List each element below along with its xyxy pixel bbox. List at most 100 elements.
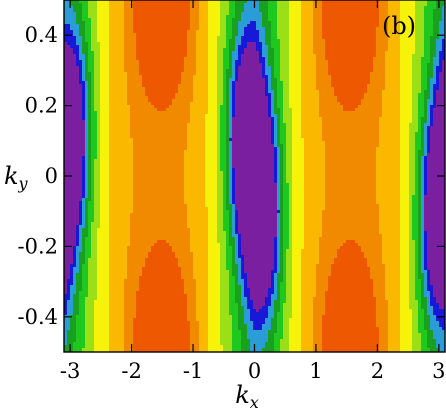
heatmap-cell xyxy=(355,63,359,67)
heatmap-cell xyxy=(298,81,302,85)
heatmap-cell xyxy=(397,102,401,106)
heatmap-cell xyxy=(133,48,137,52)
heatmap-cell xyxy=(157,102,161,106)
heatmap-cell xyxy=(370,54,374,58)
heatmap-cell xyxy=(91,66,95,70)
heatmap-cell xyxy=(238,12,242,16)
heatmap-cell xyxy=(82,15,86,19)
heatmap-cell xyxy=(358,9,362,13)
heatmap-cell xyxy=(97,81,101,85)
heatmap-cell xyxy=(379,27,383,31)
heatmap-cell xyxy=(400,21,404,25)
heatmap-cell xyxy=(289,81,293,85)
heatmap-cell xyxy=(226,39,230,43)
heatmap-cell xyxy=(403,45,407,49)
heatmap-cell xyxy=(118,21,122,25)
heatmap-cell xyxy=(151,93,155,97)
heatmap-cell xyxy=(100,99,104,103)
heatmap-cell xyxy=(133,42,137,46)
heatmap-cell xyxy=(409,33,413,37)
heatmap-cell xyxy=(88,66,92,70)
heatmap-cell xyxy=(88,18,92,22)
heatmap-cell xyxy=(85,69,89,73)
heatmap-cell xyxy=(181,66,185,70)
heatmap-cell xyxy=(256,108,260,112)
heatmap-cell xyxy=(256,66,260,70)
heatmap-cell xyxy=(406,39,410,43)
heatmap-cell xyxy=(118,90,122,94)
heatmap-cell xyxy=(82,72,86,76)
heatmap-cell xyxy=(415,21,419,25)
heatmap-cell xyxy=(94,36,98,40)
heatmap-cell xyxy=(343,90,347,94)
heatmap-cell xyxy=(439,18,443,22)
heatmap-cell xyxy=(358,48,362,52)
heatmap-cell xyxy=(154,18,158,22)
heatmap-cell xyxy=(376,51,380,55)
heatmap-cell xyxy=(202,60,206,64)
heatmap-cell xyxy=(433,54,437,58)
heatmap-cell xyxy=(199,87,203,91)
heatmap-cell xyxy=(370,78,374,82)
heatmap-cell xyxy=(292,30,296,34)
heatmap-cell xyxy=(208,15,212,19)
heatmap-cell xyxy=(289,93,293,97)
heatmap-cell xyxy=(106,45,110,49)
heatmap-cell xyxy=(181,6,185,10)
heatmap-cell xyxy=(73,27,77,31)
heatmap-cell xyxy=(94,3,98,7)
heatmap-cell xyxy=(118,33,122,37)
heatmap-cell xyxy=(343,45,347,49)
heatmap-cell xyxy=(430,87,434,91)
heatmap-cell xyxy=(331,93,335,97)
heatmap-cell xyxy=(94,33,98,37)
heatmap-cell xyxy=(337,45,341,49)
heatmap-cell xyxy=(409,87,413,91)
heatmap-cell xyxy=(295,75,299,79)
heatmap-cell xyxy=(130,84,134,88)
heatmap-cell xyxy=(73,15,77,19)
heatmap-cell xyxy=(190,111,194,115)
heatmap-cell xyxy=(343,27,347,31)
heatmap-cell xyxy=(217,66,221,70)
heatmap-cell xyxy=(181,96,185,100)
heatmap-cell xyxy=(406,108,410,112)
heatmap-cell xyxy=(124,48,128,52)
heatmap-cell xyxy=(121,87,125,91)
heatmap-cell xyxy=(268,75,272,79)
heatmap-cell xyxy=(406,18,410,22)
heatmap-cell xyxy=(64,9,68,13)
heatmap-cell xyxy=(394,24,398,28)
heatmap-cell xyxy=(181,81,185,85)
heatmap-cell xyxy=(385,33,389,37)
heatmap-cell xyxy=(133,63,137,67)
heatmap-cell xyxy=(223,51,227,55)
heatmap-cell xyxy=(355,72,359,76)
heatmap-cell xyxy=(325,24,329,28)
heatmap-cell xyxy=(292,66,296,70)
heatmap-cell xyxy=(427,105,431,109)
heatmap-cell xyxy=(187,96,191,100)
heatmap-cell xyxy=(151,117,155,121)
heatmap-cell xyxy=(412,9,416,13)
heatmap-cell xyxy=(163,105,167,109)
heatmap-cell xyxy=(163,81,167,85)
heatmap-cell xyxy=(334,36,338,40)
heatmap-cell xyxy=(151,57,155,61)
heatmap-cell xyxy=(91,36,95,40)
heatmap-cell xyxy=(106,9,110,13)
heatmap-cell xyxy=(187,45,191,49)
heatmap-cell xyxy=(160,21,164,25)
heatmap-cell xyxy=(433,30,437,34)
heatmap-cell xyxy=(193,24,197,28)
heatmap-cell xyxy=(313,84,317,88)
heatmap-cell xyxy=(223,54,227,58)
heatmap-cell xyxy=(322,87,326,91)
heatmap-cell xyxy=(79,75,83,79)
heatmap-cell xyxy=(313,66,317,70)
heatmap-cell xyxy=(421,87,425,91)
heatmap-cell xyxy=(100,93,104,97)
heatmap-cell xyxy=(310,60,314,64)
heatmap-cell xyxy=(298,90,302,94)
